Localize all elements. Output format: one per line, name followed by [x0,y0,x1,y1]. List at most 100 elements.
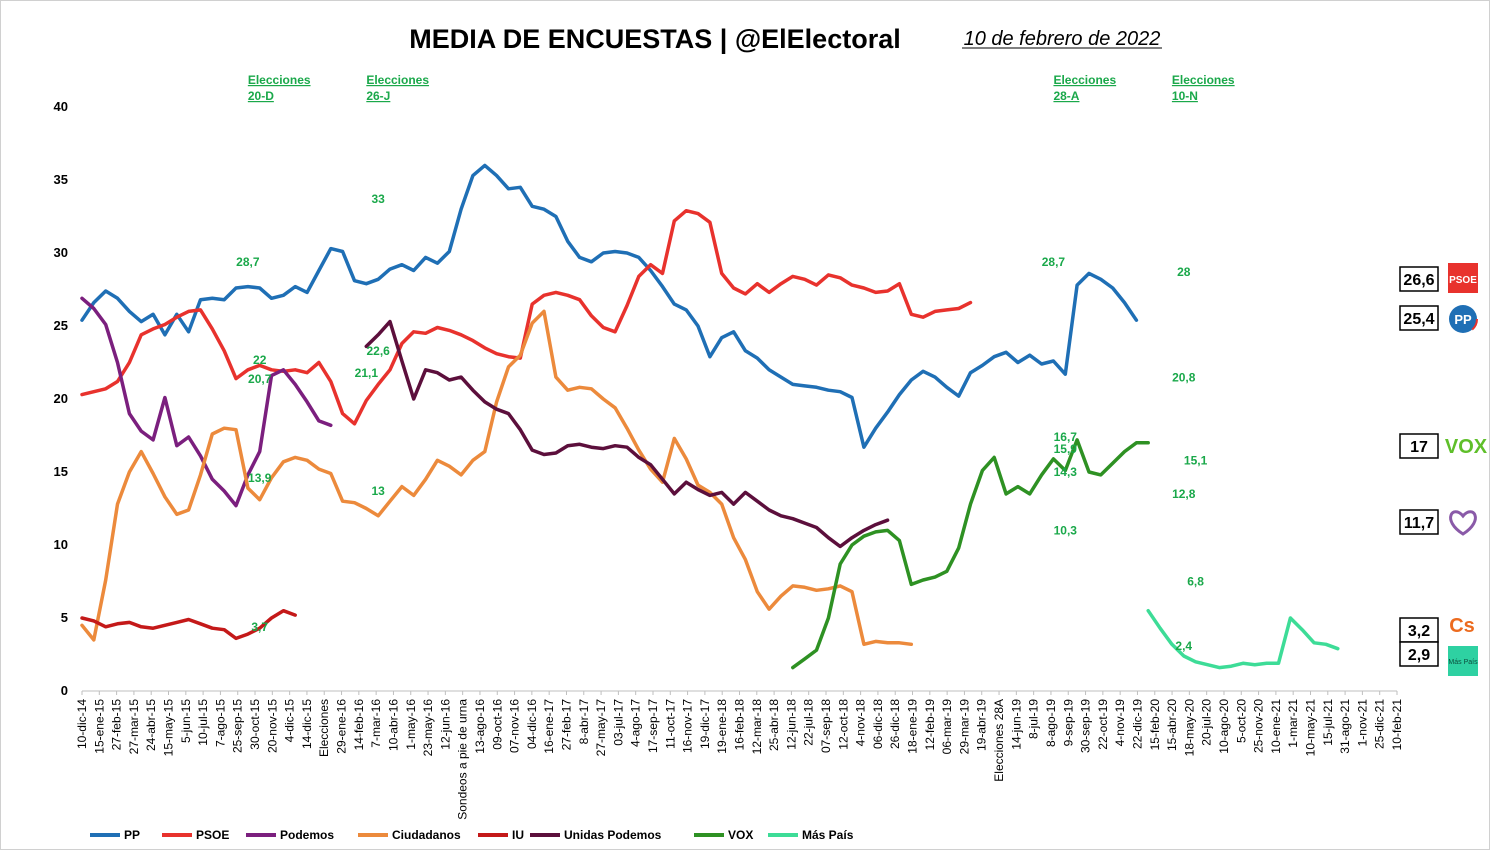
x-tick-label: 4-nov-18 [854,699,868,747]
y-tick-label: 20 [54,391,68,406]
cs-logo-text: Cs [1449,615,1475,637]
chart-title: MEDIA DE ENCUESTAS | @ElElectoral [409,24,900,54]
y-tick-label: 30 [54,245,68,260]
data-label: 22,6 [366,344,390,358]
x-tick-label: 12-oct-18 [836,699,850,750]
end-value-box [1399,305,1439,331]
x-tick-label: 25-sep-15 [231,699,245,753]
x-tick-label: 8-jul-19 [1027,699,1041,739]
x-tick-label: 12-jun-16 [438,699,452,750]
x-tick-label: 30-sep-19 [1079,699,1093,753]
x-tick-label: 22-oct-19 [1096,699,1110,750]
series-line-psoe [80,208,973,426]
y-tick-label: 10 [54,537,68,552]
series-line-pp [80,163,1139,449]
data-label: 28 [1177,265,1191,279]
x-tick-label: 12-jun-18 [784,699,798,750]
data-label: 20,8 [1172,370,1196,384]
y-tick-label: 25 [54,318,68,333]
x-tick-label: 4-ago-17 [629,699,643,747]
data-label: 16,7 [1054,430,1078,444]
data-label: 33 [371,192,385,206]
x-tick-label: 19-ene-18 [715,699,729,754]
y-tick-label: 35 [54,172,68,187]
data-label: 13 [371,484,385,498]
election-label: 10-N [1172,89,1198,103]
election-label: Elecciones [1172,73,1235,87]
data-label: 10,3 [1054,524,1078,538]
x-tick-label: 10-abr-16 [386,699,400,751]
x-tick-label: 10-ago-20 [1217,699,1231,754]
x-tick-label: 27-may-17 [594,699,608,757]
x-tick-label: 7-ago-15 [213,699,227,747]
x-tick-label: 14-jun-19 [1009,699,1023,750]
pp-logo [1449,305,1477,333]
x-tick-label: 09-oct-16 [490,699,504,750]
x-tick-label: 07-nov-16 [508,699,522,753]
x-tick-label: 27-feb-15 [110,699,124,751]
heart-icon [1449,510,1477,536]
x-tick-label: 10-jul-15 [196,699,210,746]
psoe-logo [1448,263,1478,293]
legend-label: Más País [802,828,854,842]
x-tick-label: 23-may-16 [421,699,435,757]
x-tick-label: Sondeos a pie de urna [456,699,470,820]
data-label: 20,7 [248,372,272,386]
election-label: 20-D [248,89,274,103]
data-label: 2,4 [1175,639,1192,653]
x-tick-label: 25-dic-21 [1373,699,1387,749]
x-tick-label: 14-dic-15 [300,699,314,749]
pp-logo-text: PP [1454,312,1472,327]
y-tick-label: 40 [54,99,68,114]
mas-pais-logo [1448,646,1478,676]
series-line-iu [80,608,297,641]
x-tick-label: 15-may-15 [162,699,176,757]
legend-label: IU [512,828,524,842]
end-value-box [1399,509,1439,535]
x-tick-label: 17-sep-17 [646,699,660,753]
x-tick-label: 12-mar-18 [750,699,764,755]
x-tick-label: 19-dic-17 [698,699,712,749]
x-tick-label: 06-mar-19 [940,699,954,755]
x-tick-label: 27-feb-17 [559,699,573,751]
end-value-label: 17 [1410,439,1428,456]
x-tick-label: 31-ago-21 [1338,699,1352,754]
x-tick-label: 25-abr-18 [767,699,781,751]
legend-label: PSOE [196,828,229,842]
legend: PP PSOE Podemos Ciudadanos IU Unidas Podemos V… [90,828,854,842]
x-tick-label: 16-nov-17 [681,699,695,753]
legend-label: VOX [728,828,753,842]
end-value-label: 2,9 [1408,647,1430,664]
y-tick-label: 15 [54,464,68,479]
data-label: 3,7 [251,620,268,634]
x-tick-label: 03-jul-17 [611,699,625,746]
x-tick-label: 8-ago-19 [1044,699,1058,747]
x-tick-label: 10-may-21 [1303,699,1317,757]
x-tick-label: 10-dic-14 [75,699,89,749]
data-label: 14,3 [1054,465,1078,479]
x-tick-label: 1-nov-21 [1355,699,1369,747]
x-tick-label: Elecciones 28A [992,699,1006,782]
x-tick-label: 11-oct-17 [663,699,677,749]
data-label: 28,7 [1042,255,1066,269]
x-tick-label: 22-dic-19 [1130,699,1144,749]
election-label: 28-A [1053,89,1079,103]
legend-label: Ciudadanos [392,828,461,842]
x-tick-label: 26-dic-18 [888,699,902,749]
x-tick-label: 14-feb-16 [352,699,366,751]
x-tick-label: 13-ago-16 [473,699,487,754]
x-tick-label: 24-abr-15 [144,699,158,751]
data-label: 15,9 [1054,442,1078,456]
x-tick-label: 22-jul-18 [802,699,816,746]
x-tick-label: 16-ene-17 [542,699,556,754]
x-tick-label: 25-nov-20 [1252,699,1266,753]
x-tick-label: 18-may-20 [1182,699,1196,757]
data-label: 21,1 [355,366,379,380]
x-tick-label: 4-dic-15 [283,699,297,743]
election-labels: Elecciones 20-D Elecciones 26-J Elecciones 28… [248,73,1235,103]
x-tick-label: 5-oct-20 [1234,699,1248,743]
election-label: Elecciones [1053,73,1116,87]
data-label: 12,8 [1172,487,1196,501]
psoe-logo-text: PSOE [1449,275,1477,286]
series-line-unidas-podemos [364,319,890,549]
